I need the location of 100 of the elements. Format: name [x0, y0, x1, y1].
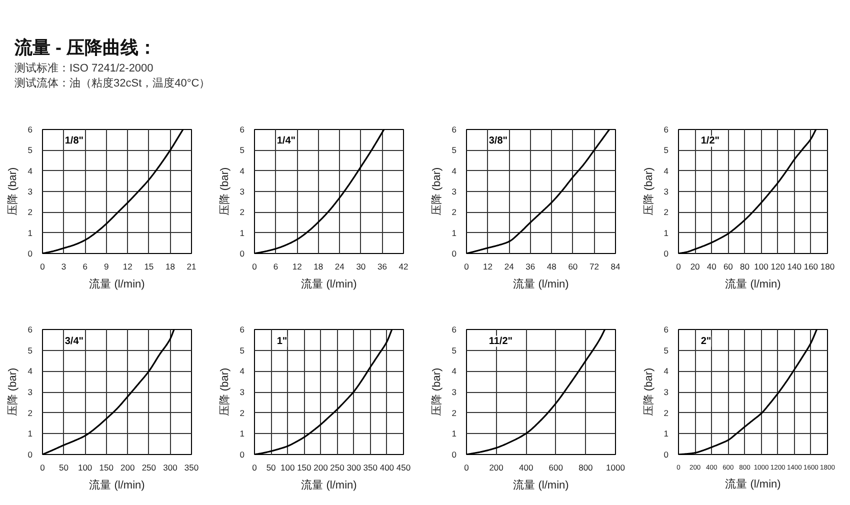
y-tick-label: 5 [664, 145, 669, 156]
x-tick-label: 42 [398, 262, 408, 272]
x-tick-label: 400 [380, 462, 394, 472]
y-axis-title: 压降 (bar) [642, 368, 655, 416]
y-tick-label: 2 [28, 207, 33, 218]
y-tick-label: 4 [240, 166, 245, 176]
chart-subtitle: 测试标准：ISO 7241/2-2000 [14, 62, 154, 74]
x-tick-label: 450 [396, 462, 411, 472]
y-tick-label: 5 [240, 145, 245, 156]
y-tick-label: 4 [664, 366, 669, 376]
x-axis-title: 流量 (l/min) [89, 278, 145, 290]
x-tick-label: 21 [186, 262, 196, 272]
x-tick-label: 84 [610, 262, 620, 272]
x-tick-label: 0 [252, 462, 258, 472]
y-tick-label: 0 [28, 450, 33, 460]
y-tick-label: 3 [28, 387, 33, 397]
x-tick-label: 150 [99, 462, 114, 472]
y-tick-label: 0 [664, 450, 669, 460]
y-tick-label: 2 [664, 207, 669, 218]
text: 1" [276, 336, 288, 347]
text: 3/4" [64, 336, 84, 347]
x-tick-label: 600 [548, 462, 564, 472]
x-tick-label: 60 [568, 262, 578, 272]
y-tick-label: 5 [28, 345, 33, 356]
y-tick-label: 5 [28, 145, 33, 156]
y-tick-label: 2 [664, 408, 669, 418]
y-tick-label: 6 [664, 324, 669, 334]
text: 1/2" [700, 136, 720, 147]
y-tick-label: 4 [452, 166, 457, 176]
y-tick-label: 3 [452, 387, 457, 397]
y-tick-label: 5 [664, 345, 669, 356]
y-tick-label: 0 [452, 248, 457, 258]
y-tick-label: 4 [452, 366, 457, 376]
x-tick-label: 200 [489, 462, 504, 472]
y-tick-label: 0 [240, 450, 245, 460]
x-tick-label: 0 [40, 262, 46, 272]
y-tick-label: 1 [664, 428, 669, 439]
x-axis-title: 流量 (l/min) [725, 478, 781, 490]
y-axis-title: 压降 (bar) [430, 167, 443, 216]
x-tick-label: 12 [122, 262, 133, 272]
x-tick-label: 140 [787, 262, 802, 272]
x-tick-label: 180 [820, 262, 835, 272]
x-tick-label: 350 [184, 462, 199, 472]
y-tick-label: 2 [240, 408, 245, 418]
y-axis-title: 压降 (bar) [430, 368, 443, 416]
x-tick-label: 50 [59, 462, 69, 472]
x-tick-label: 36 [377, 262, 388, 272]
y-axis-title: 压降 (bar) [218, 167, 231, 216]
x-tick-label: 30 [356, 262, 366, 272]
y-tick-label: 2 [452, 207, 457, 218]
x-axis-title: 流量 (l/min) [513, 278, 569, 290]
y-tick-label: 1 [28, 428, 33, 439]
x-tick-label: 20 [690, 262, 700, 272]
y-tick-label: 2 [452, 408, 457, 418]
y-tick-label: 6 [240, 324, 245, 334]
text: 2" [700, 336, 712, 347]
y-tick-label: 6 [452, 124, 457, 134]
x-tick-label: 160 [804, 262, 818, 272]
x-tick-label: 12 [292, 262, 302, 272]
y-tick-label: 0 [664, 248, 669, 258]
x-axis-title: 流量 (l/min) [513, 478, 569, 492]
x-tick-label: 24 [334, 262, 345, 272]
x-tick-label: 60 [723, 262, 734, 272]
x-tick-label: 1000 [606, 462, 626, 472]
y-tick-label: 1 [452, 428, 457, 439]
y-tick-label: 0 [240, 248, 245, 258]
x-tick-label: 250 [142, 462, 156, 472]
x-tick-label: 0 [676, 262, 682, 272]
x-tick-label: 6 [82, 262, 88, 272]
x-tick-label: 40 [706, 262, 717, 272]
x-tick-label: 300 [346, 462, 362, 472]
text: 1/8" [64, 136, 84, 147]
x-tick-label: 12 [483, 262, 493, 272]
x-tick-label: 50 [266, 462, 276, 472]
y-tick-label: 1 [28, 228, 33, 238]
y-tick-label: 0 [28, 248, 33, 258]
text: 3/8" [488, 136, 508, 147]
x-tick-label: 80 [740, 262, 750, 272]
chart-title: 流量 - 压降曲线： [14, 38, 156, 58]
x-tick-label: 350 [363, 462, 378, 472]
x-axis-title: 流量 (l/min) [89, 478, 145, 492]
y-tick-label: 3 [664, 387, 669, 397]
x-tick-label: 300 [163, 462, 178, 472]
y-tick-label: 3 [240, 387, 245, 397]
y-tick-label: 2 [240, 207, 245, 218]
y-tick-label: 5 [452, 345, 457, 356]
y-axis-title: 压降 (bar) [642, 167, 655, 216]
text: 11/2" [488, 336, 513, 347]
y-tick-label: 0 [452, 450, 457, 460]
y-axis-title: 压降 (bar) [218, 368, 231, 416]
x-tick-label: 100 [754, 262, 769, 272]
y-tick-label: 6 [240, 124, 245, 134]
y-tick-label: 1 [240, 228, 245, 238]
x-tick-label: 15 [144, 262, 154, 272]
x-tick-label: 0 [40, 462, 46, 472]
y-tick-label: 3 [28, 186, 33, 196]
y-tick-label: 1 [452, 228, 457, 238]
text: 1/4" [276, 136, 296, 147]
x-tick-label: 200 [314, 462, 328, 472]
x-tick-label: 9 [104, 262, 109, 272]
